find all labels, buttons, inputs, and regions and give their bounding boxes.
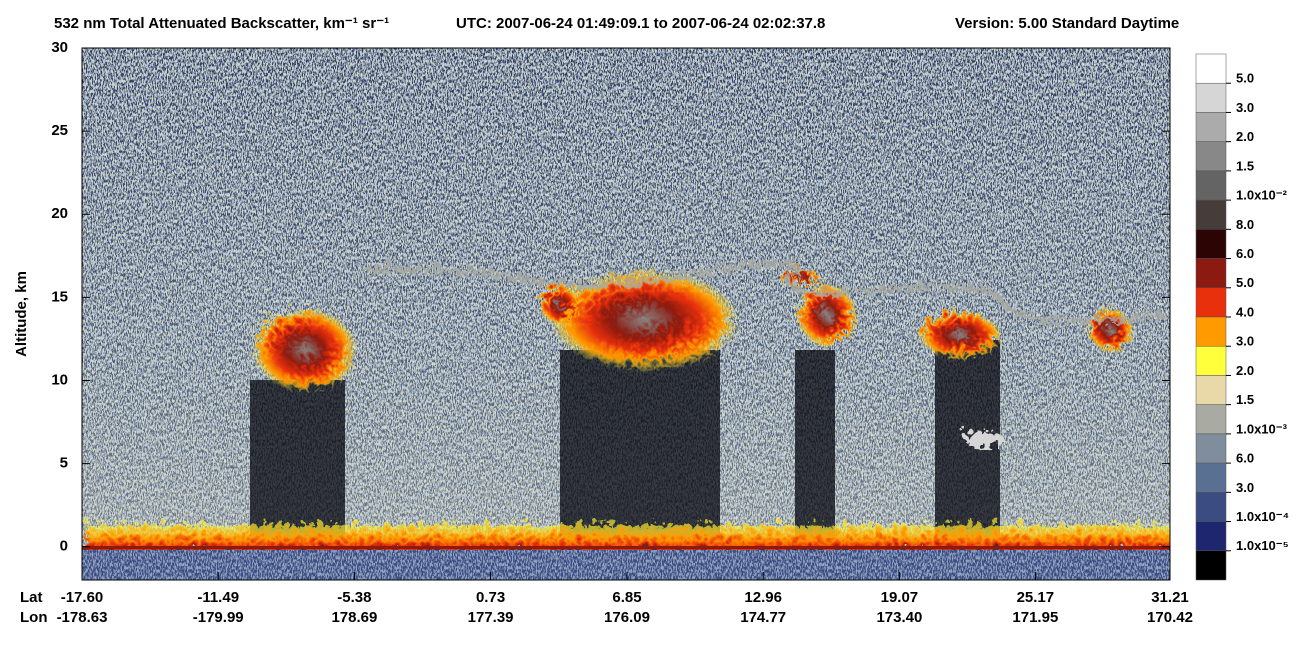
chart-subtitle: UTC: 2007-06-24 01:49:09.1 to 2007-06-24…: [456, 15, 825, 32]
x-tick-label: -5.38: [337, 589, 371, 606]
colorbar-label: 3.0: [1236, 480, 1254, 495]
colorbar-label: 8.0: [1236, 217, 1254, 232]
colorbar-swatch: [1195, 521, 1227, 552]
colorbar-swatch: [1195, 345, 1227, 376]
colorbar-label: 1.0x10⁻²: [1236, 188, 1288, 203]
y-tick-label: 30: [51, 39, 68, 56]
colorbar-swatch: [1195, 375, 1227, 405]
colorbar-label: 5.0: [1236, 71, 1254, 86]
colorbar-label: 1.0x10⁻⁵: [1236, 538, 1289, 553]
colorbar-swatch: [1195, 229, 1227, 259]
chart-title: 532 nm Total Attenuated Backscatter, km⁻…: [54, 15, 389, 32]
colorbar-swatch: [1195, 433, 1227, 464]
colorbar-label: 2.0: [1236, 363, 1254, 378]
colorbar-swatch: [1195, 550, 1227, 581]
colorbar-swatch: [1195, 199, 1227, 230]
x-tick-label: 25.17: [1017, 589, 1055, 606]
colorbar-label: 2.0: [1236, 129, 1254, 144]
x-tick-label: 12.96: [744, 589, 782, 606]
x-tick-label: 19.07: [881, 589, 919, 606]
colorbar-label: 4.0: [1236, 304, 1254, 319]
version-label: Version: 5.00 Standard Daytime: [955, 15, 1179, 32]
y-tick-label: 20: [51, 205, 68, 222]
lon-tick-label: 176.09: [604, 609, 650, 626]
colorbar-swatch: [1195, 112, 1227, 142]
colorbar-label: 3.0: [1236, 100, 1254, 115]
colorbar-label: 3.0: [1236, 334, 1254, 349]
colorbar-label: 1.5: [1236, 392, 1254, 407]
x-tick-label: -11.49: [197, 589, 239, 606]
colorbar-swatch: [1195, 492, 1227, 522]
y-tick-label: 25: [51, 122, 68, 139]
lon-tick-label: 178.69: [331, 609, 377, 626]
y-axis-label: Altitude, km: [13, 271, 30, 357]
colorbar-label: 5.0: [1236, 275, 1254, 290]
colorbar: 5.0 3.0 2.0 1.5 1.0x10⁻² 8.0 6.0 5.0 4.0 3.0 2.0 1.…: [1195, 53, 1289, 581]
x-row-label: Lat: [20, 589, 43, 606]
x-tick-label: -17.60: [61, 589, 104, 606]
backscatter-curtain: [82, 48, 1170, 580]
y-tick-label: 5: [60, 455, 68, 472]
colorbar-swatch: [1195, 258, 1227, 289]
colorbar-swatch: [1195, 141, 1227, 172]
colorbar-swatch: [1195, 287, 1227, 318]
colorbar-label: 6.0: [1236, 451, 1254, 466]
colorbar-swatch: [1195, 82, 1227, 113]
colorbar-swatch: [1195, 404, 1227, 435]
colorbar-label: 1.5: [1236, 158, 1254, 173]
colorbar-swatch: [1195, 170, 1227, 201]
lon-tick-label: -178.63: [57, 609, 108, 626]
y-tick-label: 10: [51, 371, 68, 388]
x-row-label: Lon: [20, 609, 48, 626]
plot-frame: [81, 47, 1171, 581]
colorbar-label: 1.0x10⁻⁴: [1236, 509, 1289, 524]
x-tick-label: 31.21: [1151, 589, 1189, 606]
lon-tick-label: 173.40: [876, 609, 922, 626]
colorbar-swatch: [1195, 53, 1227, 84]
colorbar-label: 1.0x10⁻³: [1236, 421, 1288, 436]
lon-tick-label: 171.95: [1012, 609, 1058, 626]
lon-tick-label: 170.42: [1147, 609, 1193, 626]
colorbar-swatch: [1195, 462, 1227, 493]
lon-tick-label: 177.39: [468, 609, 514, 626]
colorbar-swatch: [1195, 316, 1227, 347]
x-tick-label: 0.73: [476, 589, 505, 606]
lon-tick-label: 174.77: [740, 609, 786, 626]
y-tick-label: 0: [60, 538, 68, 555]
lon-tick-label: -179.99: [193, 609, 244, 626]
x-tick-label: 6.85: [612, 589, 641, 606]
colorbar-label: 6.0: [1236, 246, 1254, 261]
y-tick-label: 15: [51, 288, 68, 305]
